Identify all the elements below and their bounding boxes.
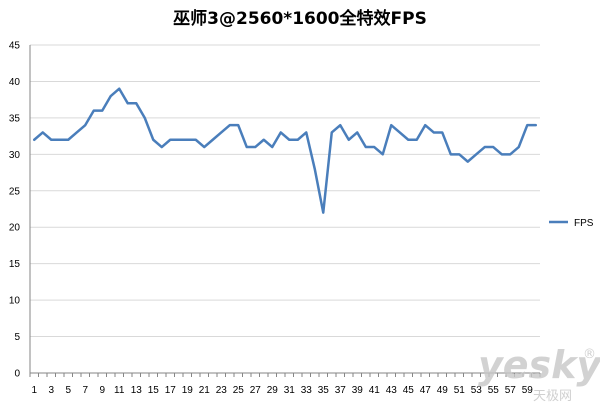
- x-tick-label: 25: [233, 385, 245, 396]
- x-tick-label: 39: [352, 385, 364, 396]
- y-tick-label: 10: [9, 296, 21, 307]
- x-tick-label: 13: [131, 385, 143, 396]
- x-tick-label: 31: [284, 385, 296, 396]
- y-axis: 0 5 10 15 20 25 30 35 40 45: [9, 41, 31, 380]
- x-tick-label: 51: [454, 385, 466, 396]
- x-tick-label: 59: [522, 385, 534, 396]
- y-tick-label: 0: [14, 369, 20, 380]
- y-tick-label: 20: [9, 223, 21, 234]
- x-tick-label: 17: [165, 385, 177, 396]
- x-tick-label: 43: [386, 385, 398, 396]
- y-tick-label: 30: [9, 150, 21, 161]
- x-axis: 1 3 5 7 9 11 13 15 17 19 21 23 25 27 29 31 33 35 37 39 41 43 4…: [29, 373, 541, 396]
- x-tick-label: 45: [403, 385, 415, 396]
- y-tick-label: 5: [14, 332, 20, 343]
- x-tick-label: 37: [335, 385, 347, 396]
- x-tick-label: 29: [267, 385, 279, 396]
- x-tick-label: 49: [437, 385, 449, 396]
- legend-label-fps: FPS: [574, 218, 594, 229]
- x-tick-label: 35: [318, 385, 330, 396]
- x-tick-label: 11: [114, 385, 125, 396]
- x-tick-label: 21: [199, 385, 211, 396]
- x-tick-label: 27: [250, 385, 262, 396]
- x-tick-label: 1: [31, 385, 37, 396]
- x-tick-label: 19: [182, 385, 194, 396]
- legend: FPS: [549, 218, 594, 229]
- y-tick-label: 25: [9, 186, 21, 197]
- x-tick-label: 55: [488, 385, 500, 396]
- series-group: [33, 87, 537, 214]
- x-tick-label: 41: [369, 385, 381, 396]
- x-tick-label: 9: [99, 385, 105, 396]
- x-tick-label: 33: [301, 385, 313, 396]
- watermark-subtext: 天极网: [533, 389, 572, 404]
- chart-title: 巫师3@2560*1600全特效FPS: [173, 8, 427, 29]
- x-tick-label: 3: [48, 385, 54, 396]
- watermark-brand: yesky: [478, 343, 600, 387]
- x-tick-label: 57: [505, 385, 517, 396]
- y-tick-label: 40: [9, 77, 21, 88]
- gridlines: [30, 44, 540, 374]
- x-tick-label: 15: [148, 385, 160, 396]
- x-tick-label: 7: [82, 385, 88, 396]
- series-line-fps: [33, 87, 537, 214]
- yesky-watermark: yesky ® 天极网: [478, 343, 600, 404]
- x-tick-label: 5: [65, 385, 71, 396]
- watermark-trademark: ®: [583, 347, 596, 362]
- x-tick-label: 53: [471, 385, 483, 396]
- y-tick-label: 45: [9, 41, 21, 52]
- x-tick-label: 23: [216, 385, 228, 396]
- x-tick-label: 47: [420, 385, 432, 396]
- y-tick-label: 15: [9, 259, 21, 270]
- y-tick-label: 35: [9, 113, 21, 124]
